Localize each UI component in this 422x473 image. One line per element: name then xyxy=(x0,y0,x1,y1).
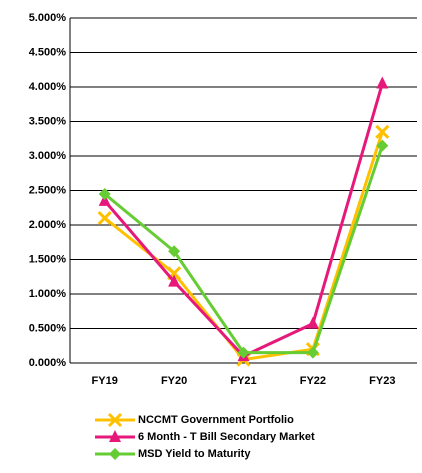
legend-marker xyxy=(107,412,123,428)
point-marker xyxy=(376,76,389,89)
y-tick-label: 4.000% xyxy=(29,81,67,93)
x-tick-label: FY19 xyxy=(92,375,118,387)
y-tick-label: 0.500% xyxy=(29,322,67,334)
legend-marker xyxy=(109,430,121,442)
x-tick-label: FY21 xyxy=(230,375,256,387)
y-tick-label: 3.000% xyxy=(29,150,67,162)
point-marker xyxy=(376,139,389,152)
y-tick-label: 1.000% xyxy=(29,288,67,300)
x-tick-label: FY20 xyxy=(161,375,187,387)
point-marker xyxy=(306,346,319,359)
y-tick-label: 3.500% xyxy=(29,115,67,127)
point-marker xyxy=(375,124,390,139)
y-tick-label: 2.500% xyxy=(29,184,67,196)
point-marker xyxy=(306,316,319,329)
y-tick-label: 1.500% xyxy=(29,253,67,265)
point-marker xyxy=(237,346,250,359)
legend-label: MSD Yield to Maturity xyxy=(138,448,251,460)
y-tick-label: 5.000% xyxy=(29,12,67,24)
point-marker xyxy=(168,245,181,258)
y-tick-label: 4.500% xyxy=(29,46,67,58)
y-tick-label: 0.000% xyxy=(29,357,67,369)
series-line xyxy=(103,131,384,362)
legend-label: 6 Month - T Bill Secondary Market xyxy=(138,431,315,443)
x-tick-label: FY23 xyxy=(369,375,395,387)
point-marker xyxy=(97,211,112,226)
series-line xyxy=(103,83,384,358)
point-marker xyxy=(98,187,111,200)
legend-label: NCCMT Government Portfolio xyxy=(138,414,294,426)
legend-marker xyxy=(109,448,121,460)
y-tick-label: 2.000% xyxy=(29,219,67,231)
point-marker xyxy=(168,274,181,287)
x-tick-label: FY22 xyxy=(300,375,326,387)
